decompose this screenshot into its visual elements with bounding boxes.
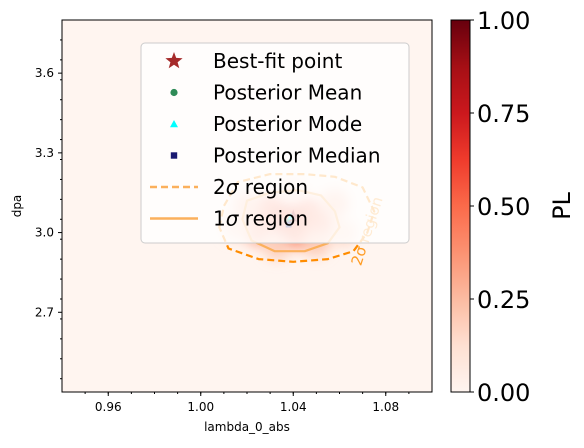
y-tick-label: 3.3 <box>35 146 54 160</box>
legend-marker-3 <box>170 152 178 159</box>
legend-marker-2 <box>170 120 178 128</box>
legend-label-3: Posterior Median <box>213 144 381 168</box>
x-tick-label: 1.00 <box>187 400 214 414</box>
colorbar-gradient <box>450 19 471 393</box>
y-axis-label: dpa <box>10 195 24 218</box>
y-tick-label: 3.0 <box>35 226 54 240</box>
colorbar-tick-label: 1.00 <box>477 7 530 35</box>
y-tick-label: 2.7 <box>35 305 54 319</box>
x-tick-label: 1.04 <box>280 400 307 414</box>
legend: Best-fit point Posterior Mean Posterior Mo… <box>140 42 410 244</box>
legend-label-2: Posterior Mode <box>213 112 362 136</box>
x-axis: 0.96 1.00 1.04 1.08 <box>84 392 410 414</box>
x-tick-label: 1.08 <box>372 400 399 414</box>
x-tick-label: 0.96 <box>95 400 122 414</box>
colorbar: 0.00 0.25 0.50 0.75 1.00 PL <box>450 7 576 407</box>
legend-box <box>140 42 410 244</box>
legend-label-0: Best-fit point <box>213 49 342 73</box>
legend-marker-0 <box>165 52 183 69</box>
colorbar-tick-label: 0.75 <box>477 100 530 128</box>
colorbar-tick-label: 0.00 <box>477 379 530 407</box>
x-axis-label: lambda_0_abs <box>204 420 290 434</box>
legend-label-1: Posterior Mean <box>213 81 362 105</box>
legend-label-5: 1σ region <box>213 207 308 231</box>
colorbar-label: PL <box>548 191 576 219</box>
legend-marker-1 <box>170 88 178 97</box>
legend-label-4: 2σ region <box>213 175 308 199</box>
colorbar-tick-label: 0.25 <box>477 286 530 314</box>
y-tick-label: 3.6 <box>35 66 54 80</box>
colorbar-tick-label: 0.50 <box>477 193 530 221</box>
y-axis: 2.7 3.0 3.3 3.6 <box>35 39 62 380</box>
